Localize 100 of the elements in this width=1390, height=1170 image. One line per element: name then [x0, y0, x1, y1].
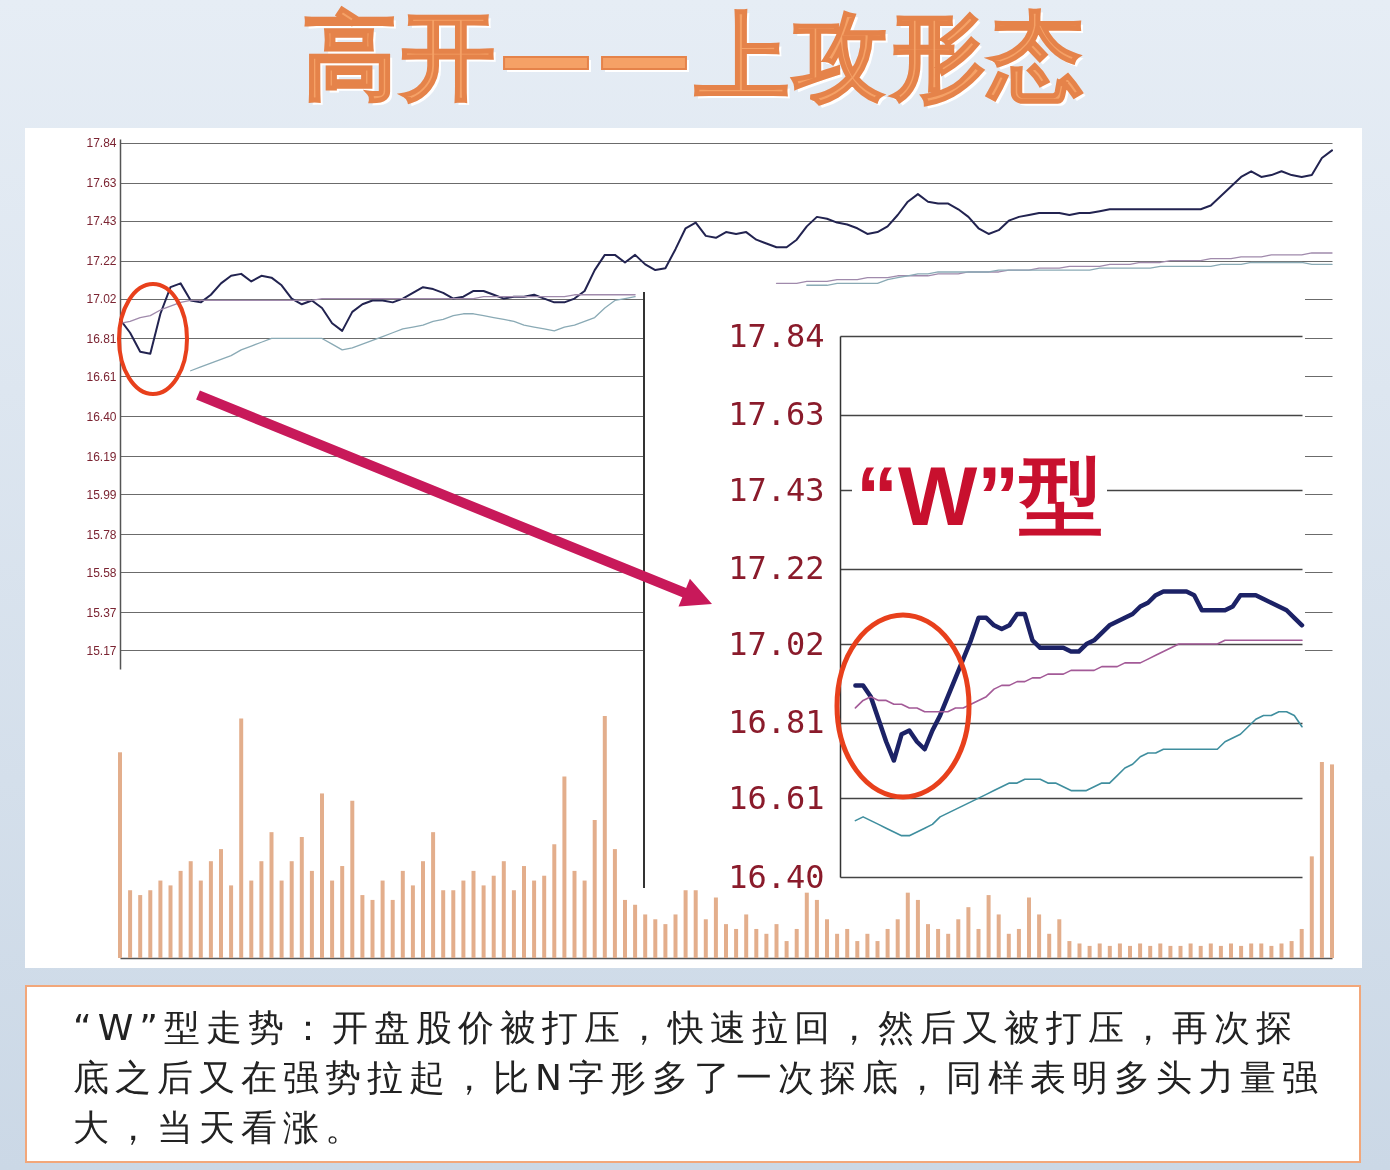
y-tick-label: 17.02	[86, 292, 117, 307]
bar	[956, 919, 961, 958]
bar	[885, 928, 890, 958]
bar	[1027, 897, 1031, 958]
bar	[804, 892, 809, 958]
bar	[1198, 945, 1203, 958]
bar	[633, 904, 638, 958]
bar	[1208, 943, 1213, 958]
y-tick-label: 16.81	[86, 331, 117, 346]
bar	[1107, 945, 1112, 958]
bar	[441, 890, 446, 958]
bar	[1289, 941, 1294, 958]
bar	[390, 899, 395, 958]
y-tick-label: 17.43	[728, 470, 825, 509]
bar	[572, 870, 577, 958]
bar	[320, 793, 324, 958]
bar	[208, 861, 213, 958]
bar	[926, 924, 930, 958]
bar	[1016, 928, 1021, 958]
bar	[229, 885, 234, 958]
bar	[1218, 945, 1223, 958]
bar	[1249, 943, 1254, 958]
bar	[1279, 943, 1284, 958]
bar	[138, 895, 143, 958]
y-tick-label: 17.43	[86, 214, 117, 229]
y-tick-label: 16.61	[728, 778, 825, 817]
bar	[1158, 943, 1163, 958]
bar	[451, 890, 456, 958]
bar	[259, 861, 264, 958]
bar	[713, 897, 718, 958]
bar	[542, 875, 547, 958]
bar	[511, 890, 516, 958]
text: “W”型走势：开盘股价被打压，快速拉回，然后又被打压，再次探底之后又在强势拉起，比N字形多了一次探底，同样表明多头力量强大，当天看涨。	[73, 1006, 1325, 1150]
bar	[1330, 764, 1334, 958]
bar	[461, 880, 466, 958]
bar	[1047, 933, 1052, 958]
bar	[754, 928, 759, 958]
bar	[219, 849, 223, 958]
bar	[1188, 943, 1193, 958]
bar	[198, 880, 203, 958]
bar	[501, 861, 506, 958]
bar	[491, 875, 496, 958]
bar	[794, 928, 799, 958]
bar	[774, 924, 779, 958]
bar	[118, 752, 122, 958]
y-tick-label: 15.78	[86, 527, 117, 542]
bar	[946, 933, 951, 958]
y-tick-label: 16.81	[728, 703, 825, 742]
bar	[400, 870, 405, 958]
bar	[340, 866, 345, 958]
y-tick-label: 15.99	[86, 487, 117, 502]
bar	[996, 914, 1001, 958]
bar	[1319, 761, 1324, 958]
bar	[1128, 945, 1132, 958]
bar	[1037, 914, 1042, 958]
bar	[522, 866, 526, 958]
bar	[249, 880, 254, 958]
bar	[421, 861, 425, 958]
bar	[703, 919, 708, 958]
bar	[602, 716, 607, 958]
bar	[188, 861, 193, 958]
bar	[986, 895, 991, 958]
line-series	[854, 639, 1303, 713]
bar	[380, 880, 385, 958]
y-tick-label: 17.63	[728, 395, 825, 434]
bar	[279, 880, 284, 958]
bar	[734, 928, 739, 958]
bar	[128, 890, 133, 958]
bar	[936, 928, 941, 958]
bar	[683, 890, 688, 958]
annotation: “W”型	[852, 446, 1108, 546]
bar	[148, 890, 153, 958]
y-tick-label: 16.40	[728, 857, 825, 896]
y-tick-label: 17.84	[86, 136, 117, 151]
bar	[1299, 928, 1304, 958]
y-tick-label: 16.61	[86, 369, 117, 384]
bar	[744, 914, 749, 958]
bar	[1077, 943, 1082, 958]
y-tick-label: 15.58	[86, 565, 117, 580]
bar	[471, 870, 476, 958]
bar	[845, 928, 850, 958]
bar	[1229, 943, 1233, 958]
bar	[269, 832, 274, 958]
bar	[724, 924, 728, 958]
bar	[532, 880, 537, 958]
bar	[1148, 945, 1153, 958]
bar	[643, 914, 648, 958]
bar	[552, 844, 557, 958]
bar	[299, 837, 304, 958]
chart-title: 高开——上攻形态	[302, 2, 1088, 112]
y-tick-label: 16.40	[86, 409, 117, 424]
bar	[562, 776, 567, 958]
bar	[653, 919, 658, 958]
bar	[764, 933, 769, 958]
bar	[673, 914, 678, 958]
bar	[875, 941, 880, 958]
bar	[1087, 945, 1092, 958]
y-tick-label: 15.37	[86, 605, 117, 620]
y-tick-label: 16.19	[86, 449, 117, 464]
bar	[784, 941, 789, 958]
